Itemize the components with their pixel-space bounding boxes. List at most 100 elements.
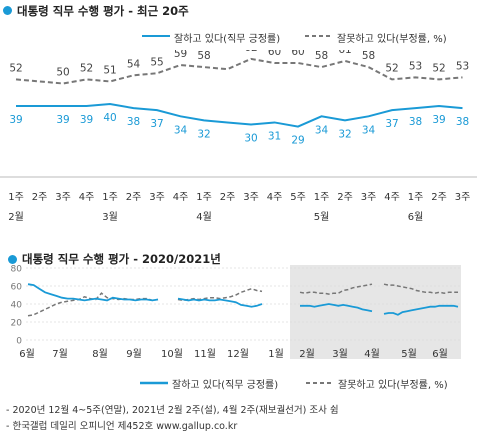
- chart1-label-disapprove: 58: [197, 50, 210, 62]
- chart1-month-label: 4월: [196, 211, 212, 223]
- chart1-label-disapprove: 59: [174, 50, 187, 60]
- chart1-month-label: 3월: [102, 211, 118, 223]
- chart2-line-disapprove: [27, 292, 159, 317]
- chart1-month-label: 5월: [314, 211, 330, 223]
- chart2-y-tick: 20: [11, 319, 23, 329]
- chart1-label-disapprove: 52: [80, 62, 93, 74]
- chart1-label-approve: 32: [197, 128, 210, 140]
- chart1-label-approve: 37: [150, 118, 163, 130]
- chart1-week-label: 3주: [455, 192, 471, 203]
- chart1-month-label: 6월: [408, 211, 424, 223]
- chart2-shaded-period: [290, 265, 461, 359]
- chart1-week-label: 2주: [126, 192, 142, 203]
- chart1-week-label: 4주: [79, 192, 95, 203]
- chart2-month-label: 9월: [126, 348, 142, 360]
- title-bullet-1: [3, 6, 12, 15]
- chart1-legend-disapprove-label: 잘못하고 있다(부정률, %): [337, 34, 447, 45]
- chart1-label-approve: 39: [9, 114, 22, 126]
- chart1-label-disapprove: 54: [127, 58, 141, 70]
- chart2-y-tick: 60: [11, 283, 23, 293]
- chart1-week-label: 3주: [361, 192, 377, 203]
- chart2-month-label: 6월: [432, 348, 448, 360]
- note-survey-gap: - 2020년 12월 4~5주(연말), 2021년 2월 2주(설), 4월…: [6, 405, 339, 416]
- chart1-label-approve: 30: [244, 133, 257, 145]
- chart2-month-label: 3월: [332, 348, 348, 360]
- chart1-label-approve: 32: [338, 128, 351, 140]
- chart2-line-approve: [300, 303, 373, 313]
- chart2-month-label: 1월: [268, 348, 284, 360]
- chart1-legend-approve-swatch: [142, 35, 170, 37]
- chart2-line-approve: [383, 304, 459, 316]
- chart1-label-approve: 40: [103, 112, 116, 124]
- chart1-week-label: 3주: [55, 192, 71, 203]
- chart2-line-approve: [177, 297, 263, 308]
- title-bullet-2: [8, 255, 17, 264]
- chart1-label-approve: 31: [268, 130, 281, 142]
- chart2-legend-approve-swatch: [140, 381, 168, 385]
- chart1-label-approve: 37: [385, 118, 398, 130]
- chart1-label-disapprove: 61: [338, 50, 351, 56]
- chart1-label-approve: 39: [80, 114, 93, 126]
- chart1-label-disapprove: 60: [268, 50, 281, 58]
- chart2-line-disapprove: [299, 283, 373, 295]
- chart2-month-label: 6월: [19, 348, 35, 360]
- chart1-label-approve: 38: [127, 116, 140, 128]
- chart1-week-label: 1주: [196, 192, 212, 203]
- chart1-line-disapprove: [15, 57, 463, 85]
- chart1-title: 대통령 직무 수행 평가 - 최근 20주: [17, 4, 189, 18]
- chart1-label-approve: 38: [456, 116, 469, 128]
- chart2-legend-disapprove-swatch: [306, 382, 334, 384]
- chart1-week-label: 3주: [149, 192, 165, 203]
- chart2-month-label: 5월: [401, 348, 417, 360]
- chart1-label-approve: 34: [362, 124, 376, 136]
- chart1-month-label: 2월: [8, 211, 24, 223]
- chart1-label-disapprove: 55: [150, 56, 163, 68]
- chart1-label-approve: 29: [291, 135, 304, 147]
- chart2-y-tick: 40: [11, 301, 23, 311]
- chart2-month-label: 11월: [194, 348, 216, 360]
- chart2-month-label: 10월: [161, 348, 183, 360]
- chart1-week-label: 2주: [337, 192, 353, 203]
- chart1-label-disapprove: 53: [409, 60, 422, 72]
- chart2-y-tick: 0: [16, 337, 22, 347]
- chart1-label-approve: 34: [174, 124, 188, 136]
- chart1-line-approve: [16, 102, 463, 128]
- chart1-week-label: 5주: [290, 192, 306, 203]
- chart1-label-disapprove: 52: [385, 62, 398, 74]
- chart2-y-tick: 80: [11, 265, 23, 275]
- chart1-label-disapprove: 60: [291, 50, 304, 58]
- chart1-label-disapprove: 50: [56, 67, 69, 79]
- chart1-label-approve: 38: [409, 116, 422, 128]
- chart2-title: 대통령 직무 수행 평가 - 2020/2021년: [22, 252, 221, 266]
- chart1-label-disapprove: 58: [362, 50, 375, 62]
- chart1-week-label: 2주: [32, 192, 48, 203]
- chart1-label-disapprove: 53: [456, 60, 469, 72]
- chart2-line-approve: [27, 283, 159, 302]
- chart1-label-approve: 39: [56, 114, 69, 126]
- chart1-legend-approve-label: 잘하고 있다(직무 긍정률): [174, 34, 281, 45]
- chart1-label-approve: 39: [432, 114, 445, 126]
- chart1-label-disapprove: 58: [315, 50, 328, 62]
- chart1-week-label: 4주: [173, 192, 189, 203]
- chart1-week-label: 4주: [384, 192, 400, 203]
- chart2-legend-approve-label: 잘하고 있다(직무 긍정률): [172, 380, 279, 391]
- note-source: - 한국갤럽 데일리 오피니언 제452호 www.gallup.co.kr: [6, 421, 238, 432]
- chart1-label-disapprove: 52: [432, 62, 445, 74]
- chart2-month-label: 4월: [364, 348, 380, 360]
- chart1-week-label: 1주: [408, 192, 424, 203]
- chart1-label-approve: 34: [315, 124, 329, 136]
- chart1-week-label: 2주: [220, 192, 236, 203]
- chart2-legend-disapprove-label: 잘못하고 있다(부정률, %): [338, 380, 448, 391]
- chart1-label-disapprove: 52: [9, 62, 22, 74]
- chart1-week-label: 3주: [243, 192, 259, 203]
- chart1-label-disapprove: 51: [103, 64, 116, 76]
- chart1-week-label: 1주: [102, 192, 118, 203]
- chart1-week-label: 4주: [267, 192, 283, 203]
- chart1-week-label: 2주: [431, 192, 447, 203]
- chart2-month-label: 12월: [227, 348, 249, 360]
- chart2-month-label: 7월: [52, 348, 68, 360]
- chart1-label-disapprove: 62: [244, 50, 257, 54]
- chart1-week-label: 1주: [314, 192, 330, 203]
- chart1-legend-disapprove-swatch: [305, 35, 333, 37]
